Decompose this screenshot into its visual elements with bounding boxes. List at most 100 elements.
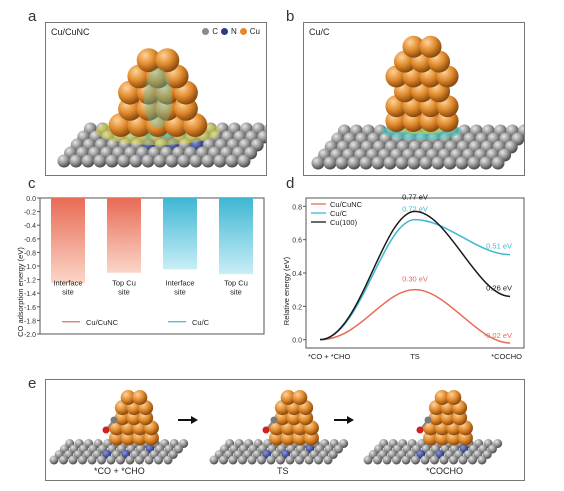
bar-cu-cunc: [51, 198, 85, 283]
y-tick-label: -1.4: [24, 291, 36, 298]
y-tick-label: -0.2: [24, 210, 36, 217]
category-label: Top Cu: [112, 279, 136, 288]
carbon-atom: [295, 455, 304, 465]
oxygen-atom: [262, 426, 270, 434]
copper-atom: [136, 48, 161, 73]
carbon-atom: [219, 455, 228, 465]
carbon-atom: [93, 154, 107, 168]
copper-legend-label: Cu: [249, 27, 260, 36]
carbon-atom: [116, 455, 125, 465]
panel-label-d: d: [286, 175, 295, 192]
carbon-atom: [347, 156, 361, 170]
carbon-atom: [477, 455, 487, 465]
energy-profile-chart: 0.0 0.2 0.4 0.6 0.8 Relative energy (eV) *CO +…: [282, 192, 525, 361]
carbon-atom: [177, 154, 191, 168]
carbon-atom: [189, 154, 203, 168]
y-tick-label: -1.0: [24, 264, 36, 271]
carbon-atom: [228, 455, 238, 465]
carbon-atom: [238, 455, 247, 465]
nitrogen-legend-dot: [220, 28, 228, 35]
carbon-atom: [458, 455, 468, 465]
y-tick-label: -2.0: [24, 332, 36, 339]
carbon-atom: [479, 156, 493, 170]
data-label: 0.77 eV: [402, 192, 428, 201]
reaction-arrow-head: [191, 416, 198, 424]
carbon-atom: [401, 455, 411, 465]
carbon-atom: [125, 455, 135, 465]
structure-panel-b: Cu/C: [303, 22, 525, 176]
carbon-atom: [225, 154, 239, 168]
carbon-adsorbate-atom: [110, 416, 118, 424]
carbon-atom: [165, 154, 179, 168]
category-label: Top Cu: [224, 279, 248, 288]
bar-cu-cunc: [107, 198, 141, 273]
carbon-atom: [106, 455, 116, 465]
copper-atom: [280, 390, 296, 405]
carbon-atom: [144, 455, 154, 465]
panel-label-b: b: [286, 8, 295, 25]
category-label: site: [230, 288, 242, 297]
carbon-atom: [237, 154, 251, 168]
carbon-atom: [59, 455, 68, 465]
carbon-atom: [201, 154, 215, 168]
carbon-atom: [135, 455, 144, 465]
copper-legend-dot: [239, 28, 247, 35]
reaction-path-images: [49, 390, 503, 465]
copper-atom: [292, 390, 308, 405]
y-tick-label: -1.2: [24, 278, 36, 285]
copper-atom: [419, 35, 442, 58]
oxygen-atom: [102, 426, 110, 434]
carbon-atom: [304, 455, 314, 465]
carbon-atom: [392, 455, 401, 465]
data-label: 0.30 eV: [402, 275, 428, 284]
y-tick-label: 0.0: [26, 196, 36, 203]
data-label: 0.72 eV: [402, 205, 428, 214]
category-label: Interface: [53, 279, 82, 288]
copper-atom: [120, 390, 136, 405]
carbon-atom: [311, 156, 325, 170]
legend-label: Cu/CuNC: [330, 200, 363, 209]
y-axis-label: CO adsorption energy (eV): [16, 247, 25, 337]
carbon-atom: [78, 455, 87, 465]
charge-density-column: [144, 68, 172, 128]
y-tick-label: 0.8: [292, 204, 302, 211]
data-label: -0.02 eV: [484, 331, 512, 340]
carbon-adsorbate-atom: [424, 416, 432, 424]
panel-label-e: e: [28, 375, 37, 392]
carbon-atom: [314, 455, 323, 465]
carbon-atom: [276, 455, 285, 465]
carbon-atom: [430, 455, 439, 465]
reaction-path-panel-e: *CO + *CHO TS *COCHO: [45, 379, 525, 481]
category-label: site: [118, 288, 130, 297]
carbon-legend-dot: [202, 28, 210, 35]
data-label: 0.26 eV: [486, 283, 512, 292]
panel-label-a: a: [28, 8, 37, 25]
carbon-legend-label: C: [212, 27, 218, 36]
carbon-atom: [117, 154, 131, 168]
x-tick-label: *CO + *CHO: [308, 352, 350, 361]
x-tick-label: *COCHO: [491, 352, 522, 361]
legend-label: Cu/CuNC: [86, 318, 119, 327]
carbon-atom: [153, 154, 167, 168]
carbon-atom: [209, 455, 219, 465]
carbon-atom: [382, 455, 392, 465]
panel-label-c: c: [28, 175, 36, 192]
panel-b-title: Cu/C: [309, 27, 330, 37]
cu-c-structure-image: [311, 35, 524, 170]
carbon-atom: [141, 154, 155, 168]
carbon-atom: [407, 156, 421, 170]
copper-atom: [434, 390, 450, 405]
carbon-atom: [373, 455, 382, 465]
carbon-atom: [257, 455, 266, 465]
carbon-atom: [335, 156, 349, 170]
y-axis-label: Relative energy (eV): [282, 256, 291, 325]
carbon-atom: [371, 156, 385, 170]
carbon-atom: [68, 455, 78, 465]
carbon-atom: [49, 455, 59, 465]
carbon-atom: [247, 455, 257, 465]
carbon-atom: [105, 154, 119, 168]
copper-atom: [132, 390, 148, 405]
carbon-atom: [69, 154, 83, 168]
legend-label: Cu(100): [330, 218, 358, 227]
y-tick-label: -0.6: [24, 237, 36, 244]
